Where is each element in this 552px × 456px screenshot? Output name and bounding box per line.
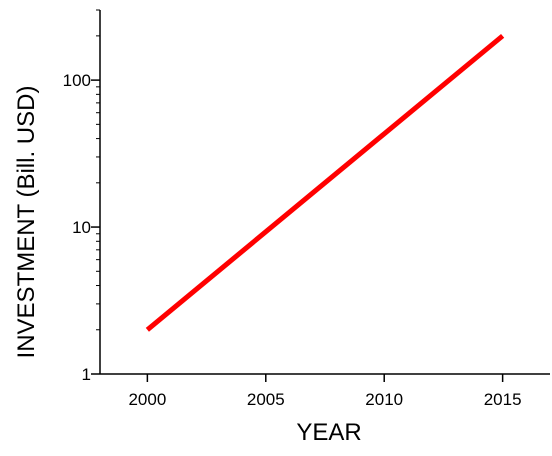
y-axis-title: INVESTMENT (Bill. USD) bbox=[13, 86, 40, 359]
axes: 2000 2005 2010 2015 1 10 100 bbox=[63, 9, 550, 409]
y-tick-label: 100 bbox=[63, 71, 91, 90]
x-tick-label: 2010 bbox=[365, 390, 403, 409]
x-tick-label: 2015 bbox=[484, 390, 522, 409]
x-tick-label: 2005 bbox=[247, 390, 285, 409]
y-tick-label: 1 bbox=[82, 365, 91, 384]
y-tick-label: 10 bbox=[72, 218, 91, 237]
series-layer bbox=[145, 33, 505, 332]
x-axis-title: YEAR bbox=[296, 419, 361, 446]
investment-series-line bbox=[145, 33, 505, 332]
x-tick-label: 2000 bbox=[128, 390, 166, 409]
